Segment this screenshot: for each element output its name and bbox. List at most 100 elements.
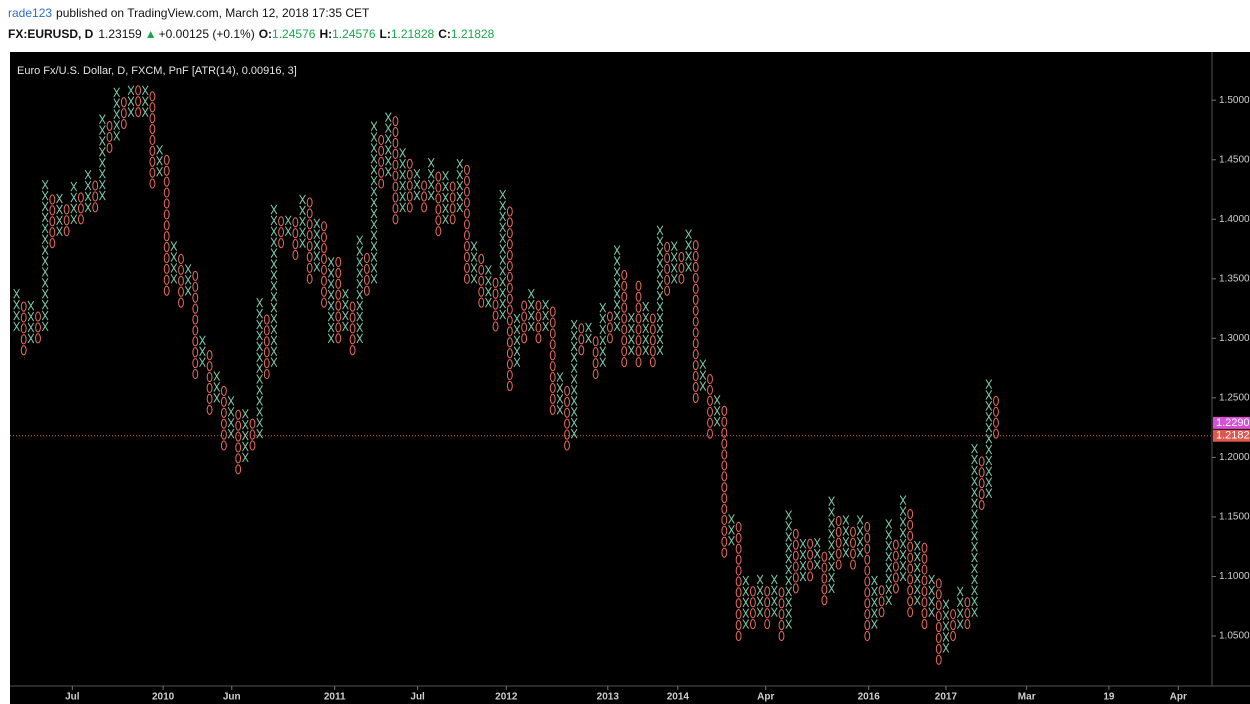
x-symbol xyxy=(956,586,964,597)
x-symbol xyxy=(242,419,249,430)
o-symbol xyxy=(864,532,871,543)
x-column xyxy=(342,288,349,332)
x-symbol xyxy=(284,226,292,237)
x-symbol xyxy=(670,263,678,273)
x-symbol xyxy=(256,417,263,428)
x-symbol xyxy=(656,301,664,312)
x-symbol xyxy=(170,273,178,284)
x-column xyxy=(771,574,778,618)
o-symbol xyxy=(464,175,470,186)
x-symbol xyxy=(885,562,893,573)
o-symbol xyxy=(20,334,27,345)
x-symbol xyxy=(899,571,907,582)
o-symbol xyxy=(163,231,170,242)
x-symbol xyxy=(270,313,278,324)
x-symbol xyxy=(585,333,592,344)
x-tick-label: 2017 xyxy=(935,692,958,703)
x-symbol xyxy=(485,265,492,275)
o-symbol xyxy=(220,407,227,418)
o-symbol xyxy=(764,619,771,630)
o-symbol xyxy=(892,561,899,572)
o-column xyxy=(850,526,856,570)
x-column xyxy=(413,168,421,201)
o-symbol xyxy=(721,547,728,558)
o-symbol xyxy=(220,385,227,397)
x-symbol xyxy=(971,574,978,585)
ohlc-label: H: xyxy=(319,27,332,41)
x-symbol xyxy=(956,619,964,629)
o-symbol xyxy=(635,313,642,324)
o-symbol xyxy=(721,405,728,416)
o-symbol xyxy=(864,576,871,587)
x-symbol xyxy=(84,202,92,213)
x-symbol xyxy=(427,179,435,190)
x-symbol xyxy=(327,333,335,344)
o-symbol xyxy=(235,409,242,420)
x-symbol xyxy=(971,498,978,508)
x-symbol xyxy=(270,346,278,357)
x-symbol xyxy=(242,408,249,419)
o-symbol xyxy=(935,611,942,622)
x-symbol xyxy=(313,262,321,272)
o-symbol xyxy=(506,206,513,217)
x-symbol xyxy=(256,319,263,330)
last-price-label: 1.2182 xyxy=(1216,430,1250,442)
o-symbol xyxy=(592,368,599,380)
x-symbol xyxy=(470,241,478,251)
o-symbol xyxy=(964,597,971,608)
o-symbol xyxy=(892,539,899,550)
o-symbol xyxy=(163,165,170,176)
o-symbol xyxy=(220,429,227,440)
x-symbol xyxy=(570,319,578,330)
x-symbol xyxy=(499,255,506,265)
o-symbol xyxy=(692,360,699,371)
o-symbol xyxy=(20,345,27,356)
o-symbol xyxy=(49,238,56,249)
y-tick-label: 1.2500 xyxy=(1219,393,1250,404)
o-symbol xyxy=(235,420,242,431)
x-tick-label: 2014 xyxy=(667,692,690,703)
o-symbol xyxy=(564,429,570,440)
x-symbol xyxy=(399,169,406,180)
x-symbol xyxy=(785,619,792,629)
x-symbol xyxy=(41,277,49,288)
o-symbol xyxy=(892,583,899,594)
o-symbol xyxy=(321,232,327,243)
x-column xyxy=(356,235,364,344)
x-symbol xyxy=(499,200,506,211)
o-symbol xyxy=(321,264,327,276)
o-symbol xyxy=(807,538,814,549)
o-column xyxy=(335,256,342,344)
x-symbol xyxy=(299,238,306,248)
x-symbol xyxy=(513,346,521,357)
x-symbol xyxy=(885,584,893,595)
x-symbol xyxy=(56,215,63,226)
o-symbol xyxy=(392,170,399,181)
x-symbol xyxy=(642,301,649,312)
x-column xyxy=(628,312,635,356)
o-symbol xyxy=(178,297,184,308)
x-symbol xyxy=(828,550,835,561)
o-symbol xyxy=(20,301,27,312)
x-symbol xyxy=(499,287,506,298)
x-symbol xyxy=(99,114,106,124)
x-symbol xyxy=(542,310,549,321)
o-column xyxy=(20,301,27,356)
x-column xyxy=(27,300,35,344)
o-symbol xyxy=(878,607,885,618)
x-symbol xyxy=(499,189,506,200)
o-symbol xyxy=(321,275,327,286)
x-symbol xyxy=(70,214,78,225)
x-symbol xyxy=(985,455,993,466)
x-symbol xyxy=(84,169,92,180)
x-symbol xyxy=(613,245,621,255)
x-tick-label: 2011 xyxy=(324,692,346,703)
o-symbol xyxy=(921,597,928,608)
x-symbol xyxy=(370,164,378,175)
x-symbol xyxy=(742,597,750,608)
x-symbol xyxy=(270,204,278,215)
publisher-link[interactable]: rade123 xyxy=(8,6,52,20)
o-symbol xyxy=(921,619,928,630)
o-symbol xyxy=(692,392,699,403)
o-symbol xyxy=(206,393,213,404)
